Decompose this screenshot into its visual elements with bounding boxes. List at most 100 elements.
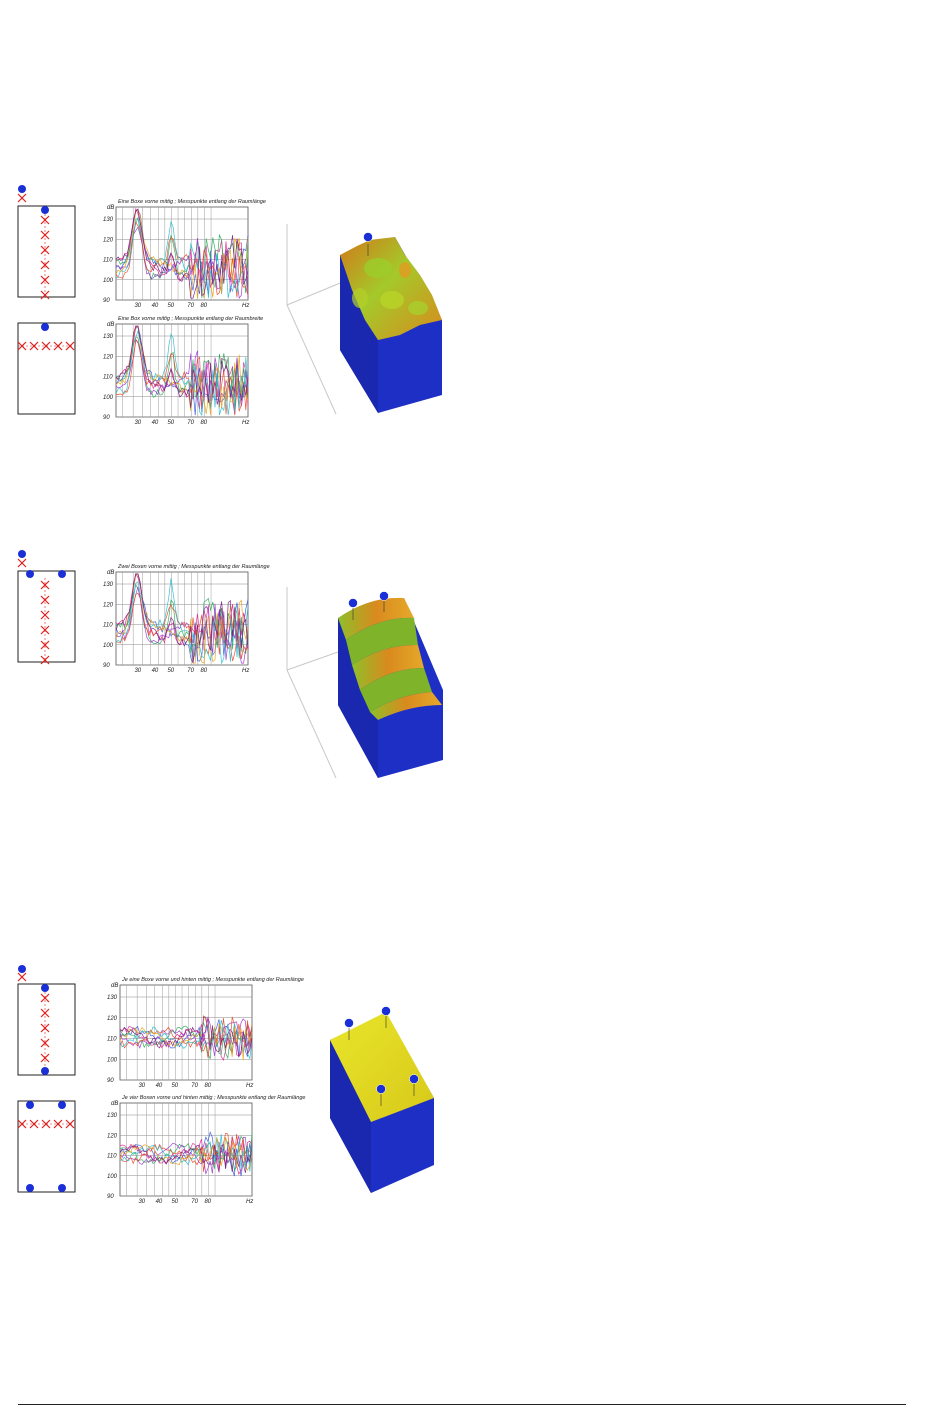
- y-tick-label: 120: [103, 602, 114, 608]
- x-tick-label: 80: [200, 668, 207, 674]
- speaker-marker: [26, 1184, 34, 1192]
- x-tick-label: 40: [156, 1199, 163, 1205]
- y-tick-label: 130: [103, 217, 114, 223]
- response-curve: [119, 1020, 253, 1060]
- x-tick-label: 40: [152, 420, 159, 426]
- response-curve: [115, 221, 249, 298]
- y-tick-label: 90: [107, 1194, 114, 1200]
- response-curve: [115, 208, 249, 299]
- x-tick-label: 70: [187, 668, 194, 674]
- speaker-marker: [18, 185, 26, 193]
- mic-positions: [40, 215, 50, 300]
- y-unit-label: dB: [107, 205, 114, 211]
- x-tick-label: 50: [167, 668, 174, 674]
- room-outline: [17, 1100, 76, 1193]
- source-marker: [344, 1018, 354, 1028]
- x-tick-label: 80: [200, 303, 207, 309]
- room-outline: [17, 983, 76, 1076]
- source-marker: [376, 1084, 386, 1094]
- speaker-marker: [41, 984, 49, 992]
- response-curve: [115, 572, 249, 649]
- response-curve: [119, 1143, 253, 1173]
- frequency-chart: Eine Box vorne mittig ; Messpunkte entla…: [103, 316, 263, 426]
- x-tick-label: 70: [187, 303, 194, 309]
- speaker-marker: [58, 1184, 66, 1192]
- response-curve: [115, 216, 249, 294]
- frequency-chart: Eine Boxe vorne mittig ; Messpunkte entl…: [103, 199, 266, 309]
- y-tick-label: 130: [103, 582, 114, 588]
- response-curve: [115, 586, 249, 664]
- chart-title: Je eine Boxe vorne und hinten mittig ; M…: [121, 977, 304, 983]
- response-curve: [115, 336, 249, 407]
- response-curve: [115, 578, 249, 665]
- plot-axes: [286, 587, 339, 779]
- room-diagram-3a: [17, 965, 76, 1076]
- frequency-chart: Je vier Boxen vorne und hinten mittig ; …: [107, 1095, 305, 1205]
- x-tick-label: 80: [204, 1199, 211, 1205]
- x-tick-label: 30: [138, 1083, 145, 1089]
- y-tick-label: 90: [103, 663, 110, 669]
- y-tick-label: 120: [107, 1133, 118, 1139]
- floor-front: [340, 255, 378, 413]
- speaker-marker: [26, 1101, 34, 1109]
- y-unit-label: dB: [111, 1101, 118, 1107]
- x-unit-label: Hz: [242, 668, 249, 674]
- response-curve: [115, 573, 249, 664]
- mic-positions: [40, 993, 50, 1063]
- mic-positions: [40, 580, 50, 665]
- x-tick-label: 30: [138, 1199, 145, 1205]
- x-tick-label: 30: [134, 303, 141, 309]
- y-tick-label: 130: [107, 995, 118, 1001]
- x-unit-label: Hz: [242, 420, 249, 426]
- source-marker: [363, 232, 373, 242]
- surface: [330, 1012, 434, 1122]
- footer-rule: [18, 1404, 906, 1405]
- x-tick-label: 50: [171, 1083, 178, 1089]
- response-curve: [115, 218, 249, 299]
- y-tick-label: 100: [103, 643, 114, 649]
- x-tick-label: 50: [167, 303, 174, 309]
- y-tick-label: 100: [103, 278, 114, 284]
- mic-cross: [17, 193, 27, 203]
- response-curve: [115, 325, 249, 416]
- frequency-chart: Je eine Boxe vorne und hinten mittig ; M…: [107, 977, 304, 1089]
- x-tick-label: 40: [152, 668, 159, 674]
- y-tick-label: 90: [103, 415, 110, 421]
- source-marker: [348, 598, 358, 608]
- speaker-marker: [41, 206, 49, 214]
- response-curve: [119, 1132, 253, 1172]
- y-unit-label: dB: [107, 570, 114, 576]
- x-tick-label: 30: [134, 420, 141, 426]
- y-tick-label: 110: [107, 1037, 117, 1043]
- mic-positions: [17, 1119, 75, 1129]
- surface-plot-2: [286, 587, 443, 779]
- speaker-marker: [58, 1101, 66, 1109]
- floor-front: [338, 618, 378, 778]
- x-tick-label: 50: [171, 1199, 178, 1205]
- speaker-marker: [18, 965, 26, 973]
- y-tick-label: 120: [103, 237, 114, 243]
- x-tick-label: 80: [204, 1083, 211, 1089]
- room-diagram-1a: [17, 185, 76, 300]
- response-curve: [119, 1016, 253, 1062]
- floor-front: [330, 1040, 371, 1193]
- room-outline: [17, 322, 76, 415]
- frequency-chart: Zwei Boxen vorne mittig ; Messpunkte ent…: [103, 564, 270, 674]
- frequency-charts: Eine Boxe vorne mittig ; Messpunkte entl…: [103, 199, 305, 1205]
- x-tick-label: 40: [152, 303, 159, 309]
- y-unit-label: dB: [107, 322, 114, 328]
- y-tick-label: 90: [103, 298, 110, 304]
- surface-plot-3: [330, 1006, 434, 1193]
- x-tick-label: 50: [167, 420, 174, 426]
- y-tick-label: 100: [107, 1057, 118, 1063]
- response-curve: [115, 325, 249, 408]
- room-diagram-3b: [17, 1100, 76, 1193]
- response-curve: [115, 226, 249, 300]
- y-unit-label: dB: [111, 983, 118, 989]
- x-unit-label: Hz: [246, 1199, 253, 1205]
- speaker-marker: [26, 570, 34, 578]
- source-marker: [381, 1006, 391, 1016]
- response-curve: [119, 1016, 253, 1058]
- mic-positions: [17, 341, 75, 351]
